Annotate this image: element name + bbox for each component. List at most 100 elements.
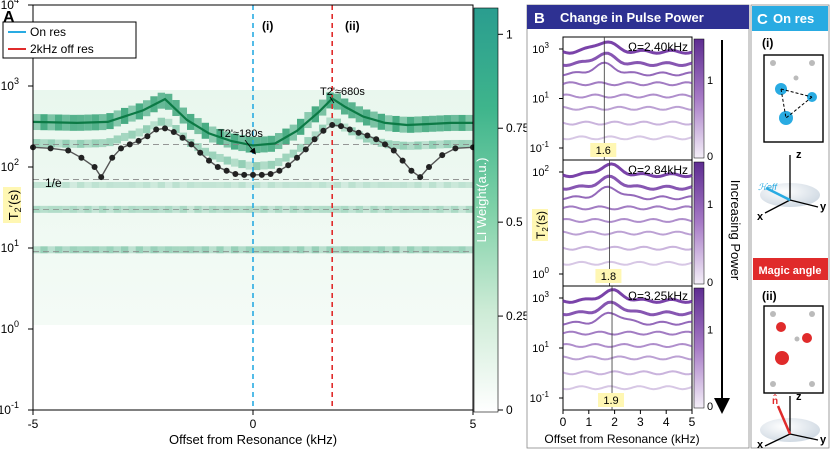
heatmap-cell: [172, 181, 180, 188]
heatmap-cell: [40, 139, 48, 148]
heatmap-cell: [135, 181, 143, 188]
heatmap-cell: [47, 139, 55, 148]
black-curve-point: [197, 149, 204, 156]
streak: [562, 61, 693, 77]
streak: [562, 311, 693, 326]
increasing-power-arrow: [714, 398, 730, 414]
heatmap-cell: [106, 181, 114, 188]
heatmap-cell: [341, 181, 349, 188]
heatmap-cell: [99, 205, 107, 213]
heatmap-cell: [436, 181, 444, 188]
streak: [562, 300, 693, 317]
subplot-1: 1.8 Ω=2.84kHz 100 102 0 1: [532, 159, 713, 289]
black-curve-point: [241, 171, 248, 178]
heatmap-cell: [326, 246, 334, 254]
panel-b-y-label: T2′(s): [532, 209, 550, 241]
heatmap-cell: [91, 246, 99, 254]
heatmap-cell: [238, 246, 246, 254]
heatmap-cell: [326, 205, 334, 213]
omega-label: Ω=2.40kHz: [628, 40, 688, 54]
heatmap-cell: [275, 158, 283, 167]
heatmap-cell: [106, 205, 114, 213]
heatmap-cell: [121, 132, 129, 141]
streak: [562, 288, 693, 304]
y-tick-label: 100: [1, 319, 19, 336]
heatmap-cell: [304, 181, 312, 188]
y-tick-label: 102: [1, 157, 19, 174]
heatmap-cell: [33, 246, 41, 254]
colorbar-tick-label: 0.75: [506, 121, 530, 135]
bloch-ii: z y x n̂: [757, 391, 827, 451]
heatmap-cell: [377, 181, 385, 188]
black-curve-point: [118, 145, 124, 152]
black-curve-point: [426, 164, 432, 170]
heatmap-cell: [194, 181, 202, 188]
heatmap-cell: [187, 246, 195, 254]
b-x-tick-label: 3: [637, 415, 644, 429]
heatmap-cell: [172, 246, 180, 254]
black-curve-points: [30, 122, 476, 181]
y-tick-label: 10-1: [0, 400, 19, 417]
heatmap-cell: [260, 246, 268, 254]
heatmap-cell: [407, 181, 415, 188]
colorbar-tick-label: 0.25: [506, 309, 530, 323]
heatmap-cell: [311, 181, 319, 188]
heatmap-cell: [333, 246, 341, 254]
heatmap-cell: [451, 246, 459, 254]
heatmap-cell: [443, 246, 451, 254]
lattice-ii: [770, 311, 815, 387]
heatmap-cell: [238, 181, 246, 188]
heatmap-cell: [77, 205, 85, 213]
heatmap-cell: [84, 181, 92, 188]
black-curve-point: [135, 137, 142, 144]
heatmap-cell: [201, 246, 209, 254]
heatmap-cell: [143, 125, 151, 134]
panel-c-header: [752, 6, 828, 31]
black-curve-point: [329, 122, 336, 129]
black-curve-point: [355, 129, 362, 136]
heatmap-cell: [201, 181, 209, 188]
heatmap-cell: [47, 205, 55, 213]
heatmap-cell: [458, 246, 466, 254]
heatmap-cell: [348, 181, 356, 188]
y-ticks: 10-1 100 101 102 103 104: [0, 0, 33, 417]
streak: [562, 135, 693, 141]
heatmap-cell: [297, 143, 305, 152]
colorbar-tick-label: 1: [506, 27, 513, 41]
black-curve-point: [399, 157, 406, 164]
heatmap-cell: [436, 246, 444, 254]
streak: [562, 174, 693, 191]
heatmap-cell: [99, 181, 107, 188]
heatmap-cell: [319, 205, 327, 213]
increasing-power-label: Increasing Power: [728, 180, 743, 281]
heatmap-cell: [370, 246, 378, 254]
heatmap-cell: [429, 246, 437, 254]
vline-label-ii: (ii): [345, 19, 360, 33]
heatmap-cell: [33, 139, 41, 148]
legend-on-res: On res: [30, 25, 66, 39]
heatmap-cell: [62, 139, 70, 148]
heatmap-cell: [55, 181, 63, 188]
heatmap-cell: [128, 130, 136, 139]
panel-b-x-ticks: 0 1 2 3 4 5: [560, 410, 696, 429]
y-tick-label: 103: [1, 76, 19, 93]
heatmap-cell: [135, 205, 143, 213]
heatmap-cell: [253, 162, 261, 171]
heatmap-cell: [194, 246, 202, 254]
streak: [562, 120, 693, 126]
heatmap-cell: [355, 205, 363, 213]
black-curve-point: [162, 125, 168, 132]
heatmap-cell: [143, 181, 151, 188]
heatmap-cell: [77, 181, 85, 188]
heatmap-cell: [231, 158, 239, 167]
heatmap-cell: [465, 205, 473, 213]
heatmap-cell: [62, 246, 70, 254]
y-tick-label: 101: [1, 238, 19, 255]
heatmap-cell: [77, 139, 85, 148]
streak: [562, 230, 693, 236]
heatmap-cell: [465, 246, 473, 254]
marker-label: 1.6: [596, 145, 611, 157]
heatmap-cell: [429, 140, 437, 149]
nhat-label: n̂: [772, 394, 778, 407]
panel-b-x-label: Offset from Resonance (kHz): [544, 432, 699, 446]
